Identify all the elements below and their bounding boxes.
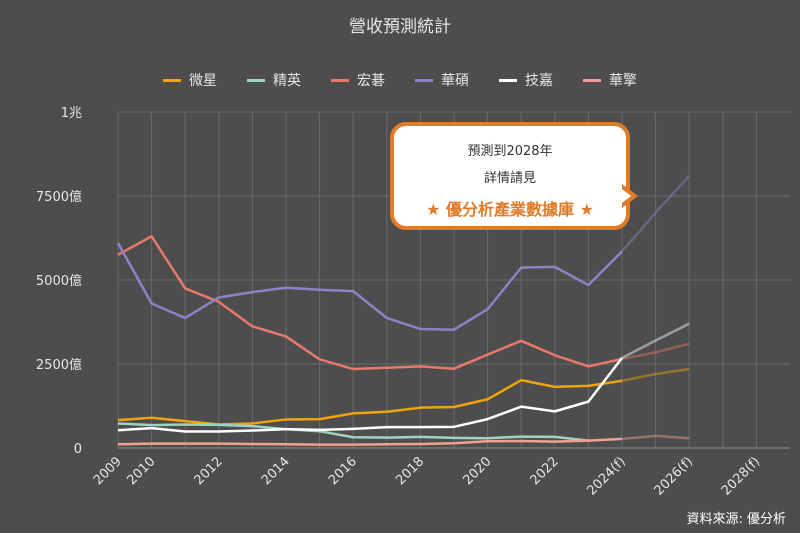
series-forecast-line (621, 367, 690, 383)
callout-link[interactable]: ★ 優分析產業數據庫 ★ (426, 200, 594, 219)
legend-item[interactable]: 華擎 (583, 70, 637, 90)
series-forecast-line (621, 322, 690, 360)
x-tick-label: 2022 (528, 454, 562, 488)
legend-label: 精英 (273, 73, 301, 89)
legend-swatch (583, 78, 601, 82)
series-line (117, 437, 623, 446)
legend-swatch (247, 78, 265, 82)
x-tick-label: 2028(f) (719, 454, 763, 498)
x-tick-label: 2012 (192, 454, 226, 488)
series-forecast-line (621, 434, 690, 441)
x-tick-label: 2009 (91, 454, 125, 488)
callout-line-1: 預測到2028年 (467, 144, 553, 159)
legend: 微星 精英 宏碁 華碩 技嘉 華擎 (0, 70, 800, 90)
x-tick-label: 2026(f) (652, 454, 696, 498)
series-line (117, 235, 623, 371)
x-tick-label: 2016 (326, 454, 360, 488)
series-forecast-line (621, 174, 691, 253)
legend-item[interactable]: 精英 (247, 70, 301, 90)
chart-title: 營收預測統計 (349, 17, 451, 37)
series-line (116, 242, 623, 331)
series-line (117, 378, 623, 426)
callout-tail-inner (622, 189, 631, 203)
legend-item[interactable]: 華碩 (415, 70, 469, 90)
x-tick-label: 2014 (259, 454, 293, 488)
y-tick-label: 0 (74, 442, 82, 457)
callout-line-2: 詳情請見 (483, 171, 536, 186)
legend-swatch (499, 78, 517, 82)
y-tick-label: 7500億 (36, 189, 82, 205)
x-tick-label: 2020 (460, 454, 494, 488)
x-tick-label: 2024(f) (584, 454, 628, 498)
x-tick-label: 2010 (124, 454, 158, 488)
legend-item[interactable]: 微星 (163, 70, 217, 90)
legend-label: 華碩 (441, 73, 469, 89)
callout-box[interactable]: 預測到2028年 詳情請見 ★ 優分析產業數據庫 ★ (390, 122, 630, 230)
legend-swatch (163, 78, 181, 82)
y-tick-label: 5000億 (36, 273, 82, 289)
y-tick-label: 1兆 (61, 106, 82, 121)
legend-swatch (331, 78, 349, 82)
series-line (117, 357, 623, 433)
x-tick-label: 2018 (393, 454, 427, 488)
legend-swatch (415, 78, 433, 82)
legend-item[interactable]: 宏碁 (331, 70, 385, 90)
source-note: 資料來源: 優分析 (686, 512, 786, 527)
y-tick-label: 2500億 (36, 357, 82, 373)
series-forecast-line (621, 342, 690, 361)
legend-label: 技嘉 (525, 73, 553, 89)
legend-label: 華擎 (609, 73, 637, 89)
legend-label: 微星 (189, 73, 217, 89)
series-line (117, 422, 589, 442)
legend-label: 宏碁 (357, 73, 385, 89)
legend-item[interactable]: 技嘉 (499, 70, 553, 90)
